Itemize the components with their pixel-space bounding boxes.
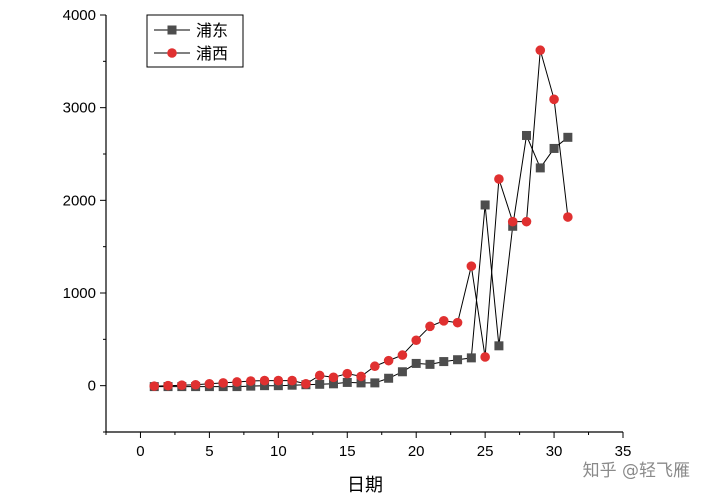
data-point-square (246, 381, 256, 391)
x-tick-label: 15 (339, 443, 356, 460)
series-line (154, 133, 569, 388)
data-point-square (328, 379, 338, 389)
data-point-circle (563, 212, 573, 222)
data-point-circle (163, 380, 173, 391)
data-point-circle (397, 350, 408, 360)
data-point-square (384, 373, 394, 383)
data-point-circle (328, 372, 339, 383)
legend-label: 浦西 (196, 44, 228, 63)
series-1 (149, 130, 573, 392)
data-point-square (411, 358, 421, 368)
data-point-circle (452, 317, 463, 328)
x-tick-label: 30 (546, 443, 563, 460)
data-point-square (397, 367, 407, 377)
x-tick-label: 10 (270, 443, 287, 460)
data-point-square (370, 378, 380, 388)
data-point-square (466, 353, 476, 363)
data-point-circle (383, 355, 394, 366)
series-line (154, 50, 569, 387)
chart-axes: 0 5 10 15 20 25 30 35 0 1000 2000 3000 4000 (63, 7, 632, 460)
legend-box (146, 14, 244, 68)
data-point-circle (149, 381, 160, 391)
data-point-circle (301, 379, 311, 389)
data-point-circle (177, 380, 187, 391)
legend-marker-square (167, 25, 177, 35)
x-tick-label: 5 (205, 443, 213, 460)
data-point-circle (535, 45, 546, 56)
data-point-circle (494, 174, 504, 184)
x-tick-label: 0 (136, 443, 144, 460)
x-tick-label: 20 (408, 443, 425, 460)
data-point-circle (190, 379, 201, 390)
data-point-square (563, 132, 573, 142)
data-point-square (425, 359, 435, 369)
y-tick-label: 2000 (63, 192, 96, 209)
data-point-square (315, 379, 325, 389)
data-point-circle (370, 361, 380, 372)
data-point-square (535, 163, 545, 173)
data-point-circle (342, 368, 353, 379)
data-point-circle (273, 375, 284, 386)
data-point-circle (245, 376, 256, 386)
data-point-square (494, 341, 504, 351)
data-point-circle (411, 335, 422, 346)
chart-series-layer (149, 45, 573, 392)
data-point-circle (259, 375, 270, 386)
data-point-circle (438, 316, 449, 326)
data-point-square (342, 377, 352, 387)
legend-marker-circle (167, 48, 177, 58)
data-point-circle (549, 94, 559, 105)
data-point-square (356, 378, 366, 388)
data-point-circle (507, 216, 518, 227)
data-point-circle (480, 352, 490, 362)
data-point-circle (356, 371, 366, 382)
data-point-square (273, 381, 283, 391)
data-point-square (260, 381, 270, 391)
x-tick-label: 35 (615, 443, 632, 460)
x-tick-label: 25 (477, 443, 494, 460)
legend-label: 浦东 (196, 21, 228, 40)
data-point-square (549, 143, 559, 153)
data-point-circle (232, 377, 242, 387)
y-tick-label: 3000 (63, 100, 96, 117)
data-point-circle (218, 378, 228, 388)
data-point-square (480, 200, 490, 210)
y-tick-label: 4000 (63, 7, 96, 24)
data-point-square (453, 355, 463, 365)
watermark-text: 知乎 @轻飞雁 (583, 461, 690, 481)
data-point-circle (466, 261, 477, 271)
data-point-circle (204, 379, 215, 389)
series-2 (149, 45, 573, 391)
data-point-circle (287, 375, 297, 386)
data-point-circle (314, 370, 325, 381)
x-axis-title: 日期 (347, 475, 383, 496)
data-point-circle (425, 321, 435, 332)
data-point-square (439, 357, 449, 367)
data-point-square (521, 130, 531, 140)
y-tick-label: 0 (88, 378, 96, 395)
data-point-circle (521, 216, 532, 227)
y-tick-label: 1000 (63, 285, 96, 302)
